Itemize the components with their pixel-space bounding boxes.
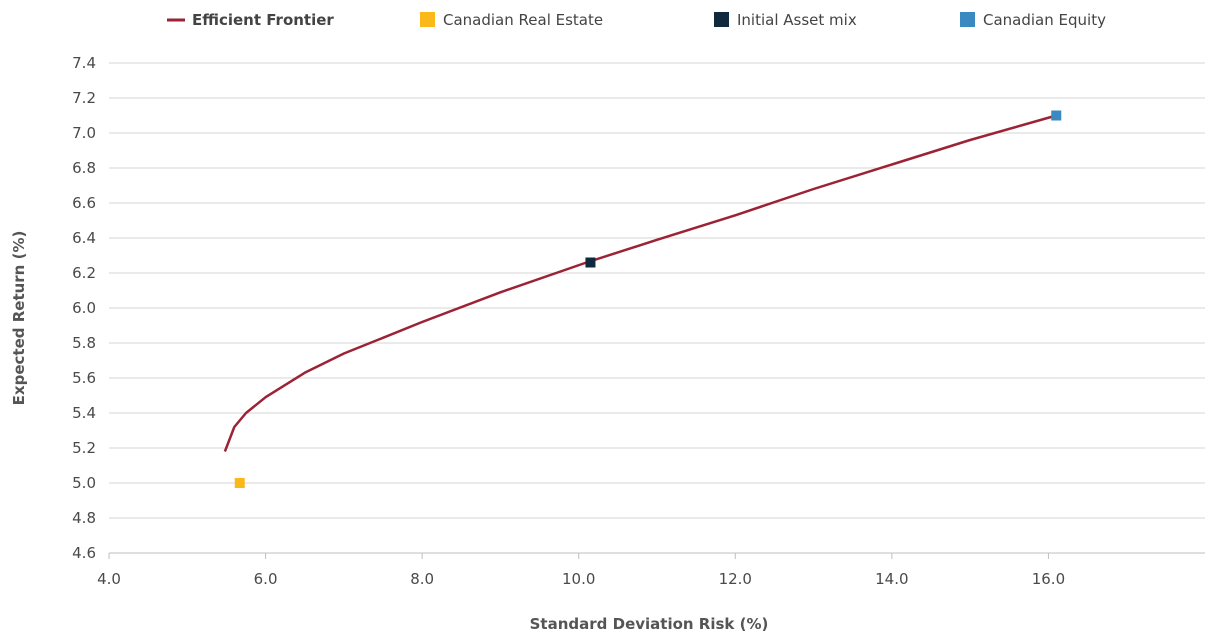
canadian-real-estate-marker (234, 478, 245, 488)
y-axis-title: Expected Return (%) (10, 231, 28, 406)
y-tick-label: 6.0 (72, 299, 96, 317)
legend-swatch-initial-asset-mix (714, 12, 729, 27)
x-tick-label: 4.0 (97, 570, 121, 588)
legend-label-canadian-real-estate: Canadian Real Estate (443, 11, 603, 29)
x-axis-title: Standard Deviation Risk (%) (530, 615, 769, 633)
y-tick-label: 7.0 (72, 124, 96, 142)
x-tick-label: 14.0 (875, 570, 908, 588)
x-tick-label: 8.0 (410, 570, 434, 588)
y-tick-label: 5.8 (72, 334, 96, 352)
y-tick-label: 7.4 (72, 54, 96, 72)
efficient-frontier-line (223, 114, 1057, 452)
legend-label-canadian-equity: Canadian Equity (983, 11, 1106, 29)
legend-label-efficient-frontier: Efficient Frontier (192, 11, 334, 29)
y-tick-label: 6.8 (72, 159, 96, 177)
y-tick-label: 6.2 (72, 264, 96, 282)
x-tick-label: 12.0 (719, 570, 752, 588)
y-tick-label: 6.6 (72, 194, 96, 212)
legend-swatch-canadian-real-estate (420, 12, 435, 27)
y-tick-label: 6.4 (72, 229, 96, 247)
y-tick-label: 5.0 (72, 474, 96, 492)
y-tick-label: 5.4 (72, 404, 96, 422)
legend-label-initial-asset-mix: Initial Asset mix (737, 11, 857, 29)
x-tick-label: 16.0 (1032, 570, 1065, 588)
y-tick-label: 4.6 (72, 544, 96, 562)
y-tick-label: 5.6 (72, 369, 96, 387)
initial-asset-mix-marker (585, 257, 596, 268)
canadian-equity-marker (1051, 110, 1062, 121)
grid-lines (109, 62, 1205, 554)
y-tick-label: 5.2 (72, 439, 96, 457)
y-axis-ticks: 4.6 4.8 5.0 5.2 5.4 5.6 5.8 6.0 6.2 6.4 6.6 6.8 7.0 7… (72, 54, 96, 562)
y-tick-label: 7.2 (72, 89, 96, 107)
x-axis-ticks: 4.0 6.0 8.0 10.0 12.0 14.0 16.0 (97, 553, 1065, 588)
x-tick-label: 6.0 (254, 570, 278, 588)
x-tick-label: 10.0 (562, 570, 595, 588)
plot-series (223, 110, 1062, 488)
legend: Efficient Frontier Canadian Real Estate In… (167, 11, 1106, 29)
y-tick-label: 4.8 (72, 509, 96, 527)
legend-swatch-canadian-equity (960, 12, 975, 27)
